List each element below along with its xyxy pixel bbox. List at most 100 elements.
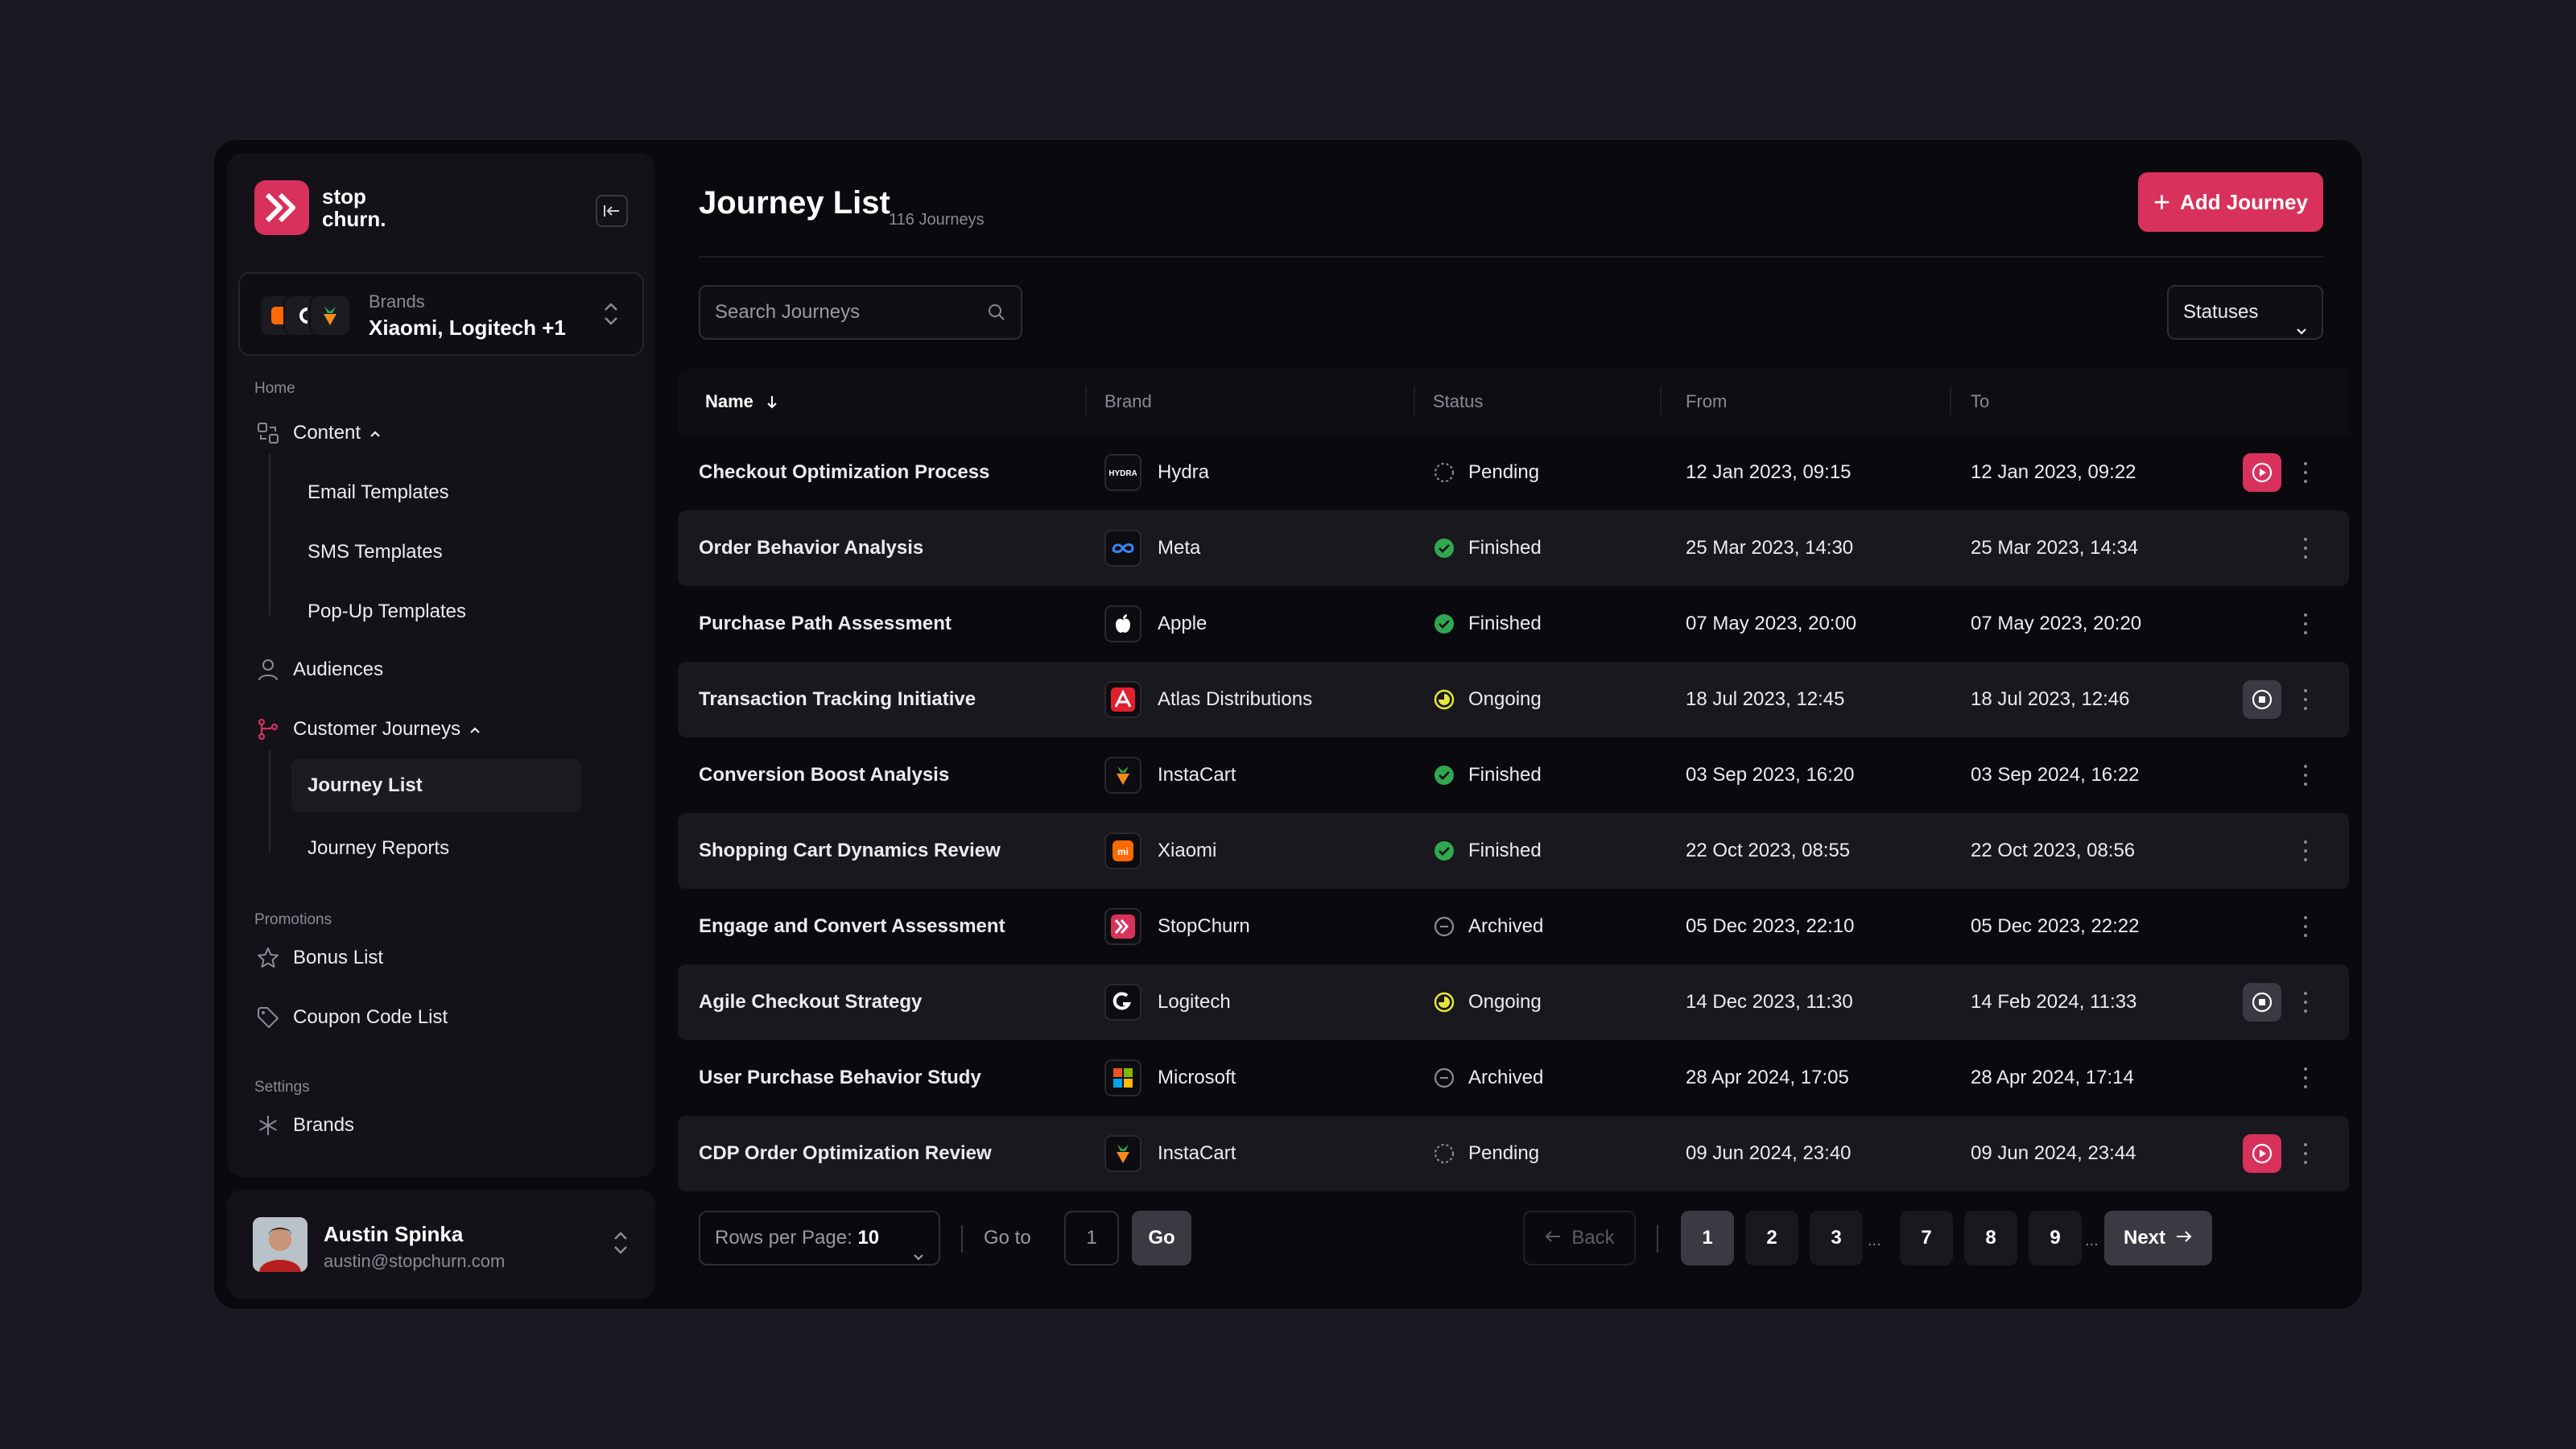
collapse-sidebar-button[interactable]	[596, 195, 628, 227]
page-button-7[interactable]: 7	[1900, 1211, 1953, 1265]
journey-name[interactable]: Purchase Path Assessment	[699, 613, 952, 634]
goto-page-input[interactable]: 1	[1064, 1211, 1119, 1265]
stop-journey-button[interactable]	[2243, 983, 2281, 1022]
more-options-icon[interactable]	[2297, 913, 2314, 940]
pager-separator	[961, 1225, 963, 1253]
table-header: Name Brand Status From To	[678, 369, 2349, 435]
stop-journey-button[interactable]	[2243, 680, 2281, 719]
progress-circle-icon	[1433, 991, 1455, 1013]
go-button[interactable]: Go	[1132, 1211, 1191, 1265]
start-journey-button[interactable]	[2243, 453, 2281, 492]
more-options-icon[interactable]	[2297, 535, 2314, 562]
to-date: 25 Mar 2023, 14:34	[1971, 537, 2139, 559]
brand-name: Xiaomi	[1158, 840, 1217, 861]
instacart-logo-icon	[1104, 757, 1141, 794]
next-button[interactable]: Next	[2104, 1211, 2212, 1265]
sidebar-item-journey-reports[interactable]: Journey Reports	[308, 837, 450, 859]
journey-name[interactable]: Order Behavior Analysis	[699, 537, 924, 559]
arrow-left-icon	[1544, 1227, 1562, 1249]
page-button-3[interactable]: 3	[1810, 1211, 1863, 1265]
logo[interactable]: stop churn.	[254, 180, 386, 235]
table-row[interactable]: Checkout Optimization Process HYDRA Hydra P…	[678, 435, 2349, 510]
sidebar-item-popup-templates[interactable]: Pop-Up Templates	[308, 601, 466, 622]
table-row[interactable]: CDP Order Optimization Review InstaCart Pe…	[678, 1116, 2349, 1191]
stop-icon	[2252, 689, 2273, 710]
play-icon	[2252, 1143, 2273, 1164]
table-row[interactable]: Agile Checkout Strategy Logitech Ongoing 14…	[678, 964, 2349, 1040]
page-button-1[interactable]: 1	[1681, 1211, 1734, 1265]
submenu-line	[269, 750, 270, 852]
column-header-name[interactable]: Name	[705, 391, 779, 412]
more-options-icon[interactable]	[2297, 686, 2314, 713]
journey-name[interactable]: Checkout Optimization Process	[699, 461, 990, 483]
more-options-icon[interactable]	[2297, 837, 2314, 865]
status-cell: Finished	[1433, 510, 1542, 586]
more-options-icon[interactable]	[2297, 1064, 2314, 1092]
brand-name: Logitech	[1158, 991, 1231, 1013]
sidebar-item-customer-journeys[interactable]: Customer Journeys	[254, 713, 481, 745]
table-row[interactable]: Engage and Convert Assessment StopChurn Ar…	[678, 889, 2349, 964]
brand-name: InstaCart	[1158, 764, 1236, 786]
to-date: 28 Apr 2024, 17:14	[1971, 1067, 2134, 1088]
brand-name: StopChurn	[1158, 915, 1250, 937]
column-header-brand[interactable]: Brand	[1104, 391, 1152, 411]
back-button[interactable]: Back	[1523, 1211, 1636, 1265]
brand-switcher[interactable]: Brands Xiaomi, Logitech +1	[238, 272, 644, 356]
status-label: Archived	[1468, 915, 1544, 937]
journey-name[interactable]: Engage and Convert Assessment	[699, 915, 1005, 937]
user-icon	[254, 656, 282, 683]
sidebar-item-journey-list[interactable]: Journey List	[291, 759, 581, 812]
sidebar-item-email-templates[interactable]: Email Templates	[308, 481, 449, 503]
table-row[interactable]: Order Behavior Analysis Meta Finished 25 Ma…	[678, 510, 2349, 586]
column-header-status[interactable]: Status	[1433, 391, 1484, 411]
table-row[interactable]: Conversion Boost Analysis InstaCart Finish…	[678, 737, 2349, 813]
more-options-icon[interactable]	[2297, 459, 2314, 486]
brand-name: InstaCart	[1158, 1142, 1236, 1164]
column-header-from[interactable]: From	[1686, 391, 1728, 411]
from-date: 18 Jul 2023, 12:45	[1686, 688, 1845, 710]
search-input[interactable]	[715, 299, 972, 325]
status-cell: Archived	[1433, 889, 1543, 964]
user-card[interactable]: Austin Spinka austin@stopchurn.com	[227, 1190, 655, 1299]
sidebar-item-label: Brands	[293, 1114, 355, 1136]
from-date: 09 Jun 2024, 23:40	[1686, 1142, 1852, 1164]
statuses-dropdown[interactable]: Statuses	[2167, 285, 2323, 340]
brand-name: Meta	[1158, 537, 1201, 559]
page-button-8[interactable]: 8	[1964, 1211, 2017, 1265]
brand-cell: HYDRA Hydra	[1104, 435, 1209, 510]
table-row[interactable]: Shopping Cart Dynamics Review mi Xiaomi Fin…	[678, 813, 2349, 889]
journey-name[interactable]: CDP Order Optimization Review	[699, 1142, 992, 1164]
sidebar-item-label: Bonus List	[293, 947, 384, 968]
brand-cell: StopChurn	[1104, 889, 1250, 964]
journey-name[interactable]: Agile Checkout Strategy	[699, 991, 923, 1013]
more-options-icon[interactable]	[2297, 610, 2314, 638]
sidebar-item-brands[interactable]: Brands	[254, 1109, 354, 1141]
journey-name[interactable]: Shopping Cart Dynamics Review	[699, 840, 1001, 861]
table-row[interactable]: User Purchase Behavior Study Microsoft Arc…	[678, 1040, 2349, 1116]
page-button-9[interactable]: 9	[2029, 1211, 2082, 1265]
table-row[interactable]: Transaction Tracking Initiative Atlas Dis…	[678, 662, 2349, 737]
sidebar-item-content[interactable]: Content	[254, 417, 382, 449]
minus-circle-icon	[1433, 1067, 1455, 1089]
sidebar-item-coupon-code-list[interactable]: Coupon Code List	[254, 1001, 448, 1034]
table-row[interactable]: Purchase Path Assessment Apple Finished 07 …	[678, 586, 2349, 662]
journey-name[interactable]: User Purchase Behavior Study	[699, 1067, 981, 1088]
sidebar-item-audiences[interactable]: Audiences	[254, 654, 383, 686]
arrow-right-icon	[2175, 1227, 2193, 1249]
more-options-icon[interactable]	[2297, 989, 2314, 1016]
column-header-to[interactable]: To	[1971, 391, 1990, 411]
from-date: 22 Oct 2023, 08:55	[1686, 840, 1851, 861]
pagination: Rows per Page: 10 Go to 1 Go Back 1 2 3 …	[671, 1211, 2352, 1267]
add-journey-button[interactable]: + Add Journey	[2138, 172, 2323, 232]
journey-name[interactable]: Transaction Tracking Initiative	[699, 688, 976, 710]
more-options-icon[interactable]	[2297, 1140, 2314, 1167]
more-options-icon[interactable]	[2297, 762, 2314, 789]
sidebar-item-bonus-list[interactable]: Bonus List	[254, 942, 383, 974]
page-button-2[interactable]: 2	[1745, 1211, 1798, 1265]
search-box[interactable]	[699, 285, 1022, 340]
atlas-distributions-logo-icon	[1104, 681, 1141, 718]
start-journey-button[interactable]	[2243, 1134, 2281, 1173]
sidebar-item-sms-templates[interactable]: SMS Templates	[308, 541, 443, 563]
journey-name[interactable]: Conversion Boost Analysis	[699, 764, 950, 786]
rows-per-page-select[interactable]: Rows per Page: 10	[699, 1211, 940, 1265]
